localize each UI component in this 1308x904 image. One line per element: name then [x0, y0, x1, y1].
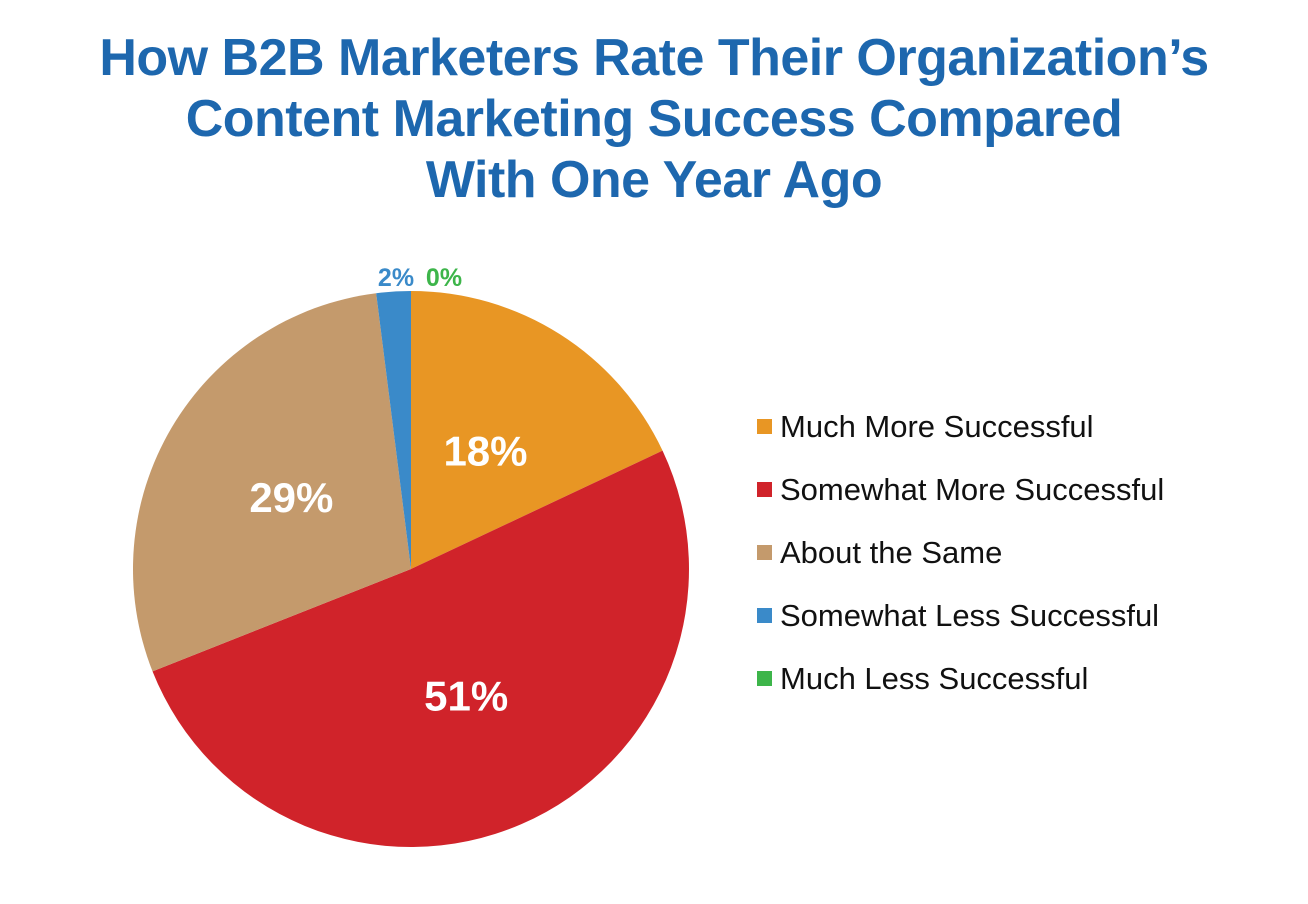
- legend-swatch: [757, 545, 772, 560]
- title-line-1: How B2B Marketers Rate Their Organizatio…: [99, 29, 1209, 87]
- legend-item: Somewhat Less Successful: [757, 584, 1164, 647]
- legend-swatch: [757, 608, 772, 623]
- pie-slice: [411, 291, 663, 569]
- slice-label: 51%: [424, 673, 508, 720]
- legend-label: Somewhat Less Successful: [780, 597, 1160, 633]
- legend-label: Somewhat More Successful: [780, 471, 1165, 507]
- legend-item: Much More Successful: [757, 395, 1164, 458]
- pie-slice: [376, 291, 411, 569]
- title-line-2: Content Marketing Success Compared: [185, 90, 1123, 148]
- legend-item: About the Same: [757, 521, 1164, 584]
- chart-title: How B2B Marketers Rate Their Organizatio…: [0, 28, 1308, 211]
- slice-label: 0%: [426, 264, 462, 292]
- slice-label: 18%: [443, 428, 527, 475]
- legend-label: About the Same: [780, 534, 1003, 570]
- slice-label: 29%: [249, 474, 333, 521]
- legend-swatch: [757, 671, 772, 686]
- legend-label: Much More Successful: [780, 408, 1094, 444]
- pie-slice: [152, 450, 689, 847]
- legend-swatch: [757, 482, 772, 497]
- legend-label: Much Less Successful: [780, 660, 1089, 696]
- slice-label: 2%: [378, 264, 414, 292]
- pie-slice: [133, 293, 412, 672]
- legend-swatch: [757, 419, 772, 434]
- title-line-3: With One Year Ago: [425, 151, 883, 209]
- legend: Much More Successful Somewhat More Succe…: [757, 395, 1164, 710]
- legend-item: Somewhat More Successful: [757, 458, 1164, 521]
- legend-item: Much Less Successful: [757, 647, 1164, 710]
